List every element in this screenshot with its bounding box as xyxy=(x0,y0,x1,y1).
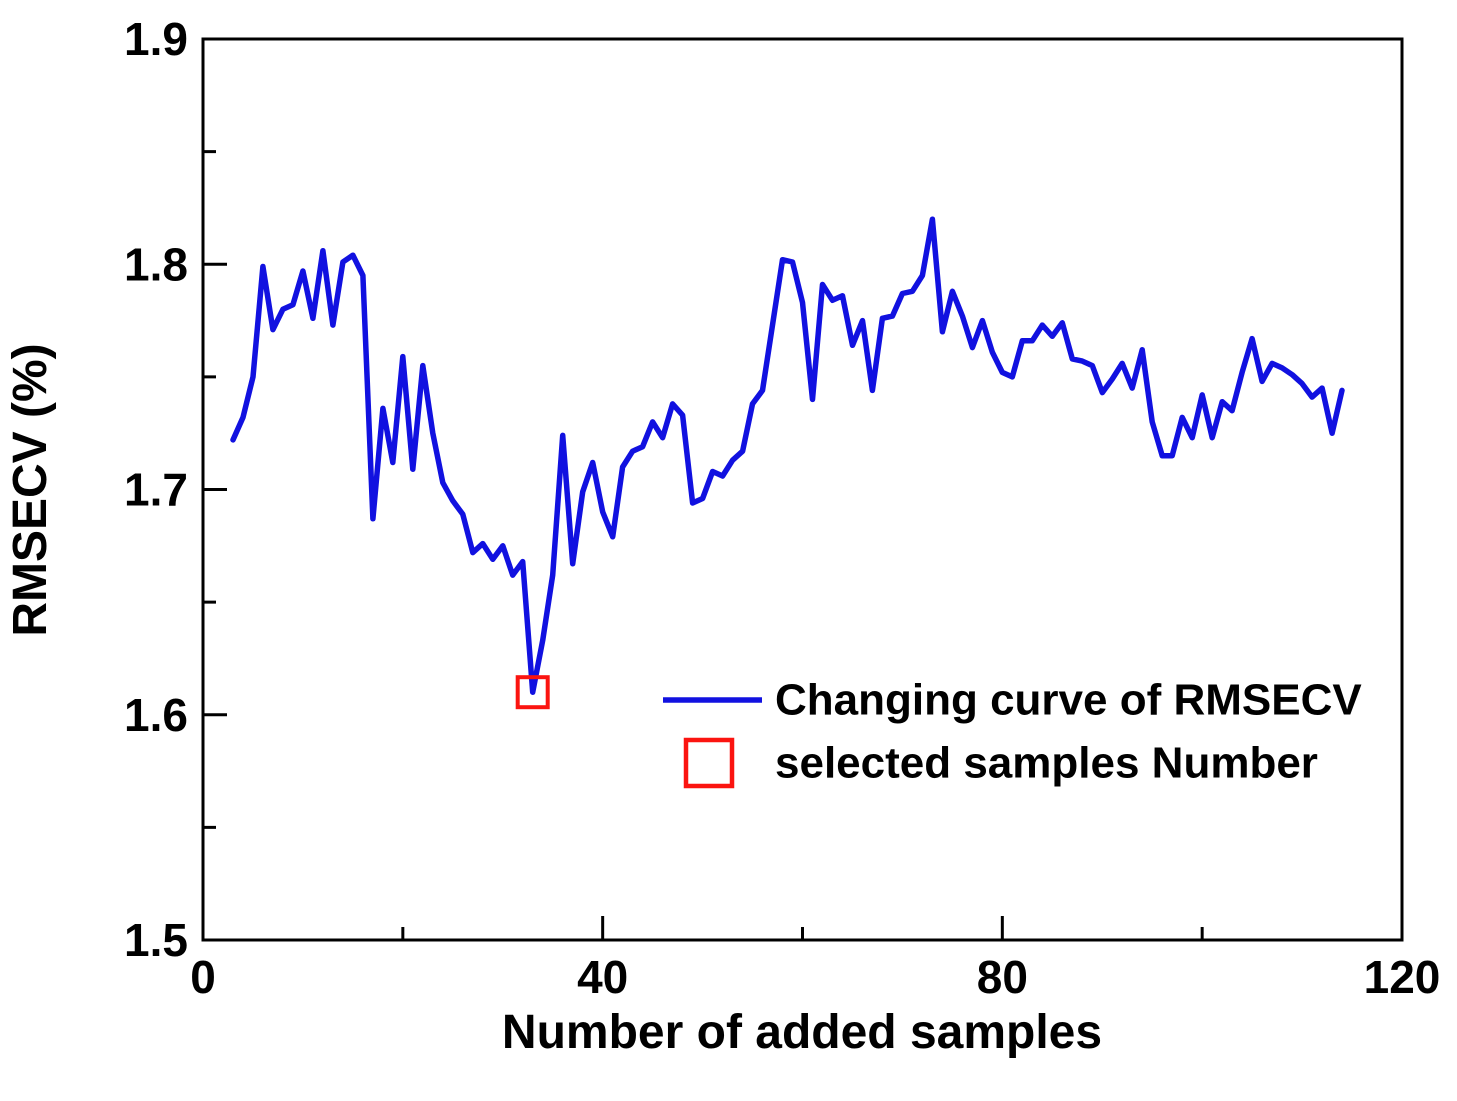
y-tick-label: 1.9 xyxy=(124,13,188,65)
rmsecv-curve xyxy=(230,216,1345,695)
y-tick-label: 1.6 xyxy=(124,689,188,741)
x-tick-label: 80 xyxy=(977,951,1028,1003)
legend-item-curve-label: Changing curve of RMSECV xyxy=(775,676,1362,725)
legend-open-square-icon xyxy=(683,737,735,789)
legend-item-marker-label: selected samples Number xyxy=(775,739,1318,788)
axis-ticks xyxy=(201,37,1404,942)
y-tick-label: 1.8 xyxy=(124,238,188,290)
plot-border xyxy=(201,37,1404,942)
y-axis-title: RMSECV (%) xyxy=(4,343,57,636)
selected-sample-marker-icon xyxy=(515,675,550,710)
x-tick-label: 40 xyxy=(577,951,628,1003)
x-tick-label: 120 xyxy=(1364,951,1441,1003)
y-tick-label: 1.7 xyxy=(124,464,188,516)
x-axis-title: Number of added samples xyxy=(502,1006,1102,1059)
x-tick-label: 0 xyxy=(190,951,216,1003)
legend: Changing curve of RMSECV selected sample… xyxy=(663,676,1362,789)
y-tick-label: 1.5 xyxy=(124,914,188,966)
axis-tick-labels: 0 40 80 120 1.5 1.6 1.7 1.8 1.9 xyxy=(124,13,1440,1003)
